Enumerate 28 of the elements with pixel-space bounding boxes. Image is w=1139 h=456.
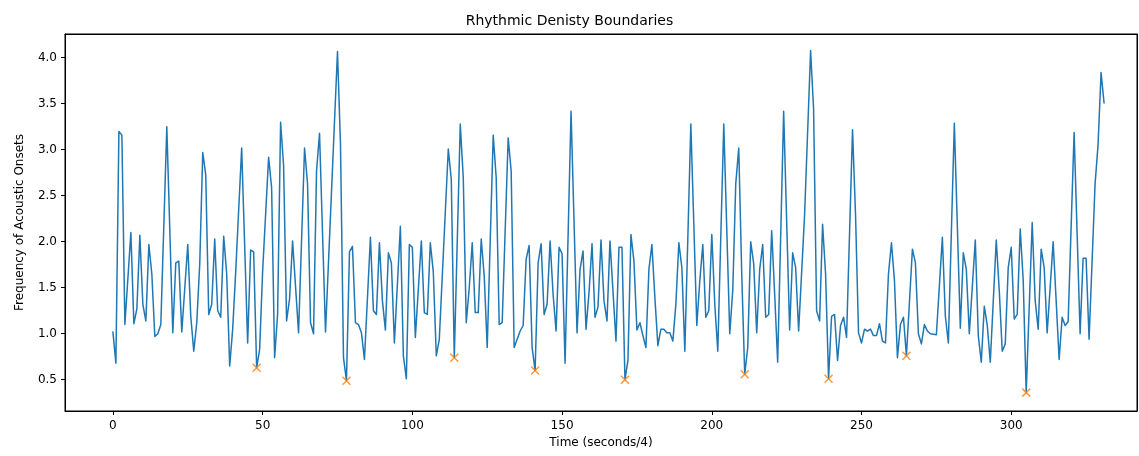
point — [530, 365, 540, 376]
x-tick-label: 100 — [400, 418, 424, 432]
point — [341, 375, 352, 386]
y-tick-label: 0.5 — [37, 371, 57, 386]
x-tick-label: 300 — [999, 418, 1023, 432]
point — [739, 369, 750, 379]
point — [901, 351, 912, 361]
x-tick-label: 0 — [109, 418, 117, 432]
y-tick-label: 2.0 — [37, 233, 57, 248]
x-axis-title: Time (seconds/4) — [548, 434, 653, 449]
point — [449, 352, 460, 363]
line-series — [112, 49, 1105, 394]
x-tick-label: 150 — [550, 418, 574, 432]
y-tick-label: 1.5 — [37, 279, 57, 294]
x-tick-label: 200 — [700, 418, 724, 432]
chart-title: Rhythmic Denisty Boundaries — [465, 12, 674, 28]
y-tick-label: 3.0 — [37, 141, 57, 156]
point — [620, 374, 630, 385]
point — [1021, 387, 1031, 398]
y-axis-title: Frequency of Acoustic Onsets — [12, 133, 26, 312]
y-tick-label: 2.5 — [37, 187, 57, 202]
x-tick-label: 50 — [254, 418, 271, 432]
x-tick-label: 250 — [850, 418, 873, 432]
point — [251, 363, 262, 373]
y-tick-label: 3.5 — [37, 95, 57, 110]
y-tick-label: 4.0 — [37, 49, 57, 64]
y-tick-label: 1.0 — [37, 325, 57, 340]
point — [823, 374, 834, 384]
